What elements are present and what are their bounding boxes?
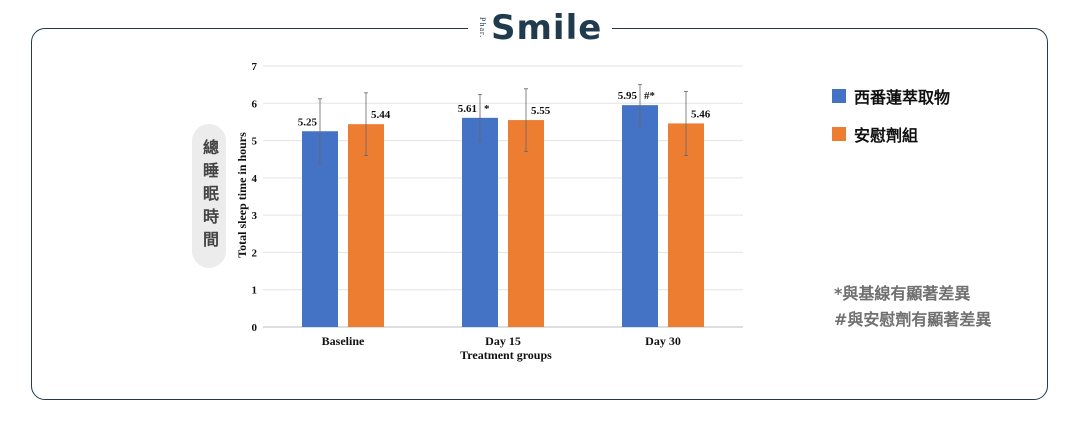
value-label: 5.95	[618, 90, 638, 102]
legend-swatch-extract	[832, 89, 846, 103]
x-tick-label: Day 30	[645, 334, 681, 348]
value-label: 5.61	[458, 103, 477, 115]
bar	[508, 120, 544, 327]
significance-marker: #*	[644, 90, 656, 102]
y-tick-label: 7	[252, 61, 258, 73]
value-label: 5.46	[691, 108, 711, 120]
note-baseline-significance: *與基線有顯著差異	[834, 284, 971, 303]
y-tick-label: 2	[252, 247, 258, 259]
x-axis-title: Treatment groups	[460, 348, 552, 362]
y-tick-label: 5	[252, 136, 258, 148]
y-tick-label: 3	[252, 210, 258, 222]
brand-sub: Phar.	[478, 17, 487, 39]
brand-name: Smile	[491, 8, 603, 48]
y-axis-chinese-text: 總睡眠時間	[200, 138, 219, 254]
x-tick-label: Baseline	[322, 334, 365, 348]
significance-marker: *	[484, 103, 490, 115]
legend-item-extract: 西番蓮萃取物	[832, 84, 950, 108]
value-label: 5.44	[371, 109, 391, 121]
bar	[668, 123, 704, 327]
y-tick-label: 0	[252, 322, 258, 334]
legend-label-placebo: 安慰劑組	[854, 126, 919, 145]
y-tick-label: 1	[252, 285, 258, 297]
bar	[622, 105, 658, 328]
brand-logo: Phar. Smile	[468, 6, 613, 50]
value-label: 5.25	[298, 116, 318, 128]
y-tick-label: 4	[252, 173, 258, 185]
bar	[348, 124, 384, 327]
y-axis-chinese-label: 總睡眠時間	[192, 124, 226, 268]
value-label: 5.55	[531, 105, 551, 117]
legend-label-extract: 西番蓮萃取物	[854, 88, 951, 107]
legend-swatch-placebo	[832, 127, 846, 141]
y-tick-label: 6	[252, 98, 258, 110]
note-placebo-significance: #與安慰劑有顯著差異	[834, 310, 992, 329]
bar	[462, 117, 498, 327]
x-tick-label: Day 15	[485, 334, 521, 348]
y-axis-title: Total sleep time in hours	[235, 132, 249, 258]
legend-item-placebo: 安慰劑組	[832, 122, 918, 146]
